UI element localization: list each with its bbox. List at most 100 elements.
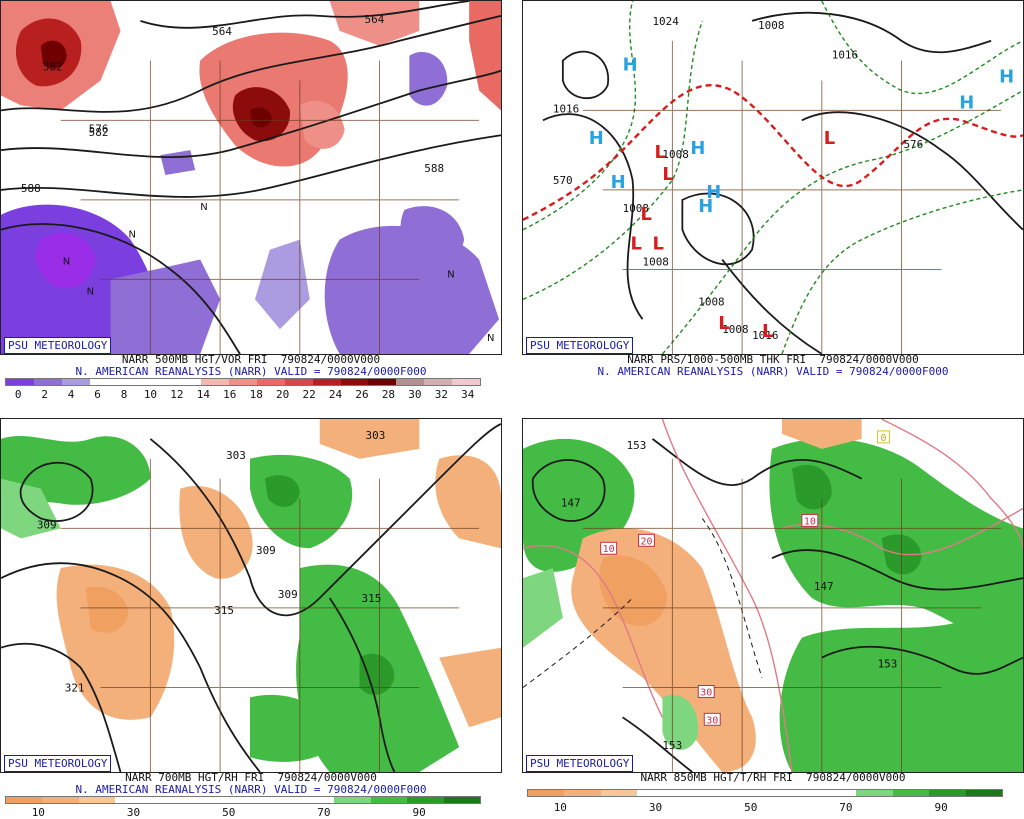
colorbar-labels: 10 30 50 70 90 <box>5 806 481 819</box>
svg-text:H: H <box>611 172 626 193</box>
svg-text:H: H <box>623 55 638 76</box>
colorbar-segment <box>334 797 371 803</box>
colorbar-segment <box>42 797 79 803</box>
isobar-label: 1008 <box>643 256 669 269</box>
svg-text:H: H <box>999 67 1014 88</box>
contour-label: 564 <box>212 25 232 38</box>
colorbar-label: 50 <box>744 801 758 814</box>
colorbar-segment <box>819 790 857 796</box>
colorbar-labels: 0 2 4 6 8 10 12 14 16 18 20 22 24 26 28 30 32 34 <box>5 388 481 401</box>
contour-label: 309 <box>37 518 57 531</box>
chart-caption: NARR 700MB HGT/RH FRI 790824/0000V000 <box>125 771 377 784</box>
contour-label: 147 <box>814 580 834 593</box>
isobar-label: 1016 <box>832 49 858 62</box>
colorbar-segment <box>117 379 146 385</box>
state-borders <box>582 40 1002 354</box>
thickness-contours <box>523 1 1023 354</box>
svg-text:N: N <box>447 269 454 280</box>
contour-label: 153 <box>627 439 647 452</box>
colorbar-label: 28 <box>381 388 396 401</box>
map-pressure-thickness: 1024 1008 1016 1016 1008 1008 1008 1008 … <box>522 0 1024 355</box>
colorbar-segment <box>89 379 118 385</box>
colorbar-segment <box>396 379 425 385</box>
colorbar-label: 6 <box>94 388 101 401</box>
contour-label: 309 <box>256 544 276 557</box>
colorbar-segment <box>284 379 313 385</box>
pressure-centers: H H H H H H H H L L L L L L L L <box>589 55 1014 342</box>
colorbar-segment <box>6 797 43 803</box>
svg-text:L: L <box>654 142 665 163</box>
contour-label: 588 <box>21 182 41 195</box>
colorbar-segment <box>528 790 565 796</box>
thickness-label: 576 <box>903 138 923 151</box>
colorbar-segment <box>673 790 711 796</box>
contour-label: 582 <box>89 126 109 139</box>
colorbar-segment <box>145 379 174 385</box>
colorbar-segment <box>407 797 444 803</box>
vort-markers: N N N N N N <box>63 202 495 344</box>
svg-text:L: L <box>662 164 673 185</box>
colorbar <box>527 789 1003 797</box>
colorbar-segment <box>312 379 341 385</box>
colorbar-label: 10 <box>143 388 158 401</box>
svg-text:L: L <box>652 234 663 255</box>
svg-text:L: L <box>641 204 652 225</box>
colorbar-label: 50 <box>222 806 236 819</box>
colorbar-segment <box>600 790 638 796</box>
colorbar-segment <box>297 797 335 803</box>
vorticity-shading <box>1 1 501 354</box>
height-contours <box>531 438 1023 772</box>
colorbar-label: 32 <box>434 388 448 401</box>
colorbar-segment <box>929 790 966 796</box>
panel-500mb-vorticity: 582 576 588 588 564 564 582 N N N N N N … <box>0 0 502 401</box>
svg-text:L: L <box>718 313 729 334</box>
svg-text:10: 10 <box>603 544 615 555</box>
svg-text:H: H <box>589 128 604 149</box>
panel-pressure-thickness: 1024 1008 1016 1016 1008 1008 1008 1008 … <box>522 0 1024 400</box>
chart-caption: NARR 850MB HGT/T/RH FRI 790824/0000V000 <box>640 771 906 784</box>
map-850mb-rh: 153 147 147 153 153 10 20 10 30 30 0 <box>522 418 1024 773</box>
colorbar-label: 90 <box>934 801 948 814</box>
colorbar-segment <box>564 790 601 796</box>
temperature-labels: 10 20 10 30 30 0 <box>600 430 891 726</box>
colorbar-segment <box>892 790 930 796</box>
colorbar-segment <box>188 797 225 803</box>
colorbar-label: 10 <box>31 806 45 819</box>
contour-labels: 309 303 303 309 309 315 315 321 <box>37 429 385 695</box>
svg-text:0: 0 <box>881 433 887 444</box>
colorbar-label: 10 <box>553 801 567 814</box>
isobars <box>542 11 1023 354</box>
valid-caption: N. AMERICAN REANALYSIS (NARR) VALID = 79… <box>597 365 949 378</box>
thickness-label: 570 <box>553 174 573 187</box>
map-700mb-rh: 309 303 303 309 309 315 315 321 <box>0 418 502 773</box>
colorbar-segment <box>229 379 257 385</box>
psu-badge: PSU METEOROLOGY <box>4 337 112 354</box>
contour-label: 147 <box>561 497 581 510</box>
psu-badge: PSU METEOROLOGY <box>526 337 634 354</box>
colorbar <box>5 378 481 386</box>
state-borders <box>60 458 480 772</box>
colorbar-label: 70 <box>317 806 331 819</box>
svg-text:L: L <box>762 321 773 342</box>
svg-text:H: H <box>706 182 721 203</box>
contour-label: 315 <box>362 592 382 605</box>
colorbar-label: 0 <box>14 388 22 401</box>
colorbar-segment <box>370 797 408 803</box>
colorbar-label: 70 <box>839 801 853 814</box>
isobar-label: 1008 <box>722 323 748 336</box>
colorbar-label: 34 <box>461 388 475 401</box>
valid-caption: N. AMERICAN REANALYSIS (NARR) VALID = 79… <box>75 365 427 378</box>
colorbar-label: 30 <box>126 806 141 819</box>
colorbar-label: 16 <box>223 388 237 401</box>
contour-label: 303 <box>366 429 386 442</box>
colorbar-segment <box>746 790 784 796</box>
colorbar-label: 14 <box>196 388 210 401</box>
colorbar-segment <box>783 790 820 796</box>
svg-text:L: L <box>631 234 642 255</box>
colorbar-segment <box>965 790 1003 796</box>
chart-caption: NARR PRS/1000-500MB THK FRI 790824/0000V… <box>627 353 919 366</box>
psu-badge: PSU METEOROLOGY <box>526 755 634 772</box>
svg-text:L: L <box>824 128 835 149</box>
colorbar-segment <box>61 379 90 385</box>
height-contours <box>1 1 501 354</box>
